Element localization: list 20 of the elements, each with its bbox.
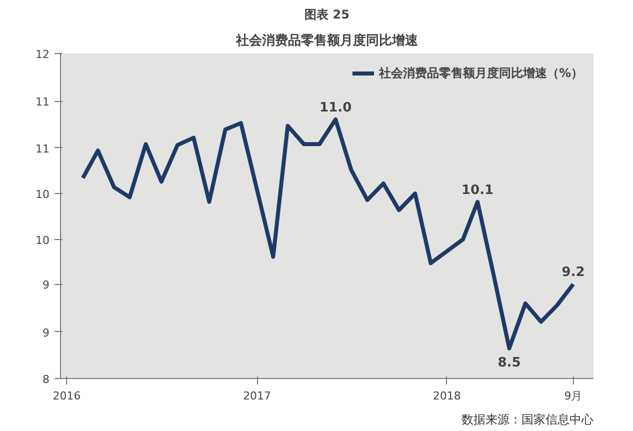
- source-note: 数据来源：国家信息中心: [462, 412, 594, 426]
- data-label: 9.2: [562, 265, 585, 280]
- chart-title: 图表 25: [304, 8, 350, 22]
- data-label: 10.1: [462, 182, 494, 198]
- x-tick-label: 2018: [432, 390, 461, 402]
- legend-label: 社会消费品零售额月度同比增速（%）: [378, 64, 583, 82]
- x-tick-label: 2016: [52, 390, 81, 402]
- data-label: 8.5: [498, 355, 521, 370]
- y-tick-label: 10: [36, 188, 50, 202]
- chart-subtitle: 社会消费品零售额月度同比增速: [235, 32, 419, 48]
- y-tick-label: 11: [36, 96, 50, 109]
- y-tick-label: 8: [42, 373, 50, 386]
- y-tick-label: 10: [36, 234, 50, 247]
- x-tick-label: 2017: [243, 390, 272, 402]
- y-tick-label: 9: [42, 278, 50, 292]
- data-label: 11.0: [320, 100, 352, 116]
- y-tick-label: 12: [36, 48, 50, 61]
- x-tick-label: 9月: [564, 390, 582, 402]
- y-tick-label: 9: [42, 326, 50, 340]
- y-tick-label: 11: [36, 142, 50, 156]
